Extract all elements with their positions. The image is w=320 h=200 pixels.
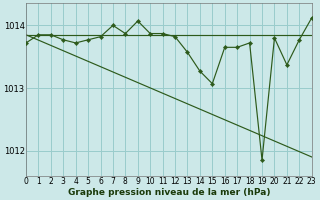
X-axis label: Graphe pression niveau de la mer (hPa): Graphe pression niveau de la mer (hPa) xyxy=(68,188,270,197)
